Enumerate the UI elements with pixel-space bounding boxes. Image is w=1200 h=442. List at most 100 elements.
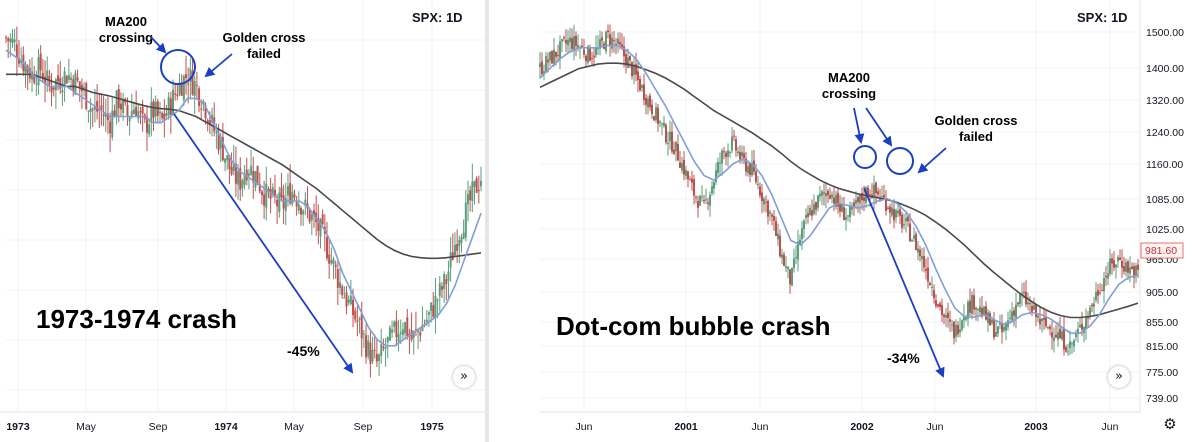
candle-body [839,204,841,212]
right-ma200-annotation-line1: MA200 [828,70,870,85]
right-golden-annotation-line1: Golden cross [934,113,1017,128]
candle-body [673,149,675,154]
candle-body [769,211,771,214]
candle-body [633,64,635,76]
y-tick-label: 739.00 [1146,393,1178,405]
candle-body [651,104,653,115]
left-golden-arrow [204,53,233,78]
candle-body [230,167,233,175]
candle-body [1091,304,1093,307]
x-tick-label: Jun [1102,421,1119,433]
candle-body [191,71,194,95]
candle-body [18,58,21,64]
candle-body [581,45,583,48]
candle-body [609,34,611,46]
candle-body [545,56,547,72]
candle-body [200,108,203,110]
candle-body [271,187,274,195]
candle-body [443,273,446,289]
candle-body [655,107,657,121]
candle-body [308,208,311,222]
candle-body [731,136,733,151]
candle-body [927,267,929,282]
candle-body [687,171,689,180]
right-symbol-label: SPX: 1D [1077,10,1128,25]
candle-body [867,187,869,196]
candle-body [1101,289,1103,291]
candle-body [657,107,659,124]
candle-body [1043,317,1045,320]
y-tick-label: 855.00 [1146,317,1178,329]
candle-body [135,106,138,117]
candle-body [991,320,993,324]
candle-body [541,61,543,75]
candle-body [759,186,761,196]
candle-body [414,329,417,331]
candle-body [677,143,679,161]
candle-body [565,40,567,44]
x-tick-label: 2003 [1024,421,1048,433]
candle-body [265,183,268,208]
candle-body [781,254,783,258]
candle-body [269,188,272,199]
y-tick-label: 905.00 [1146,287,1178,299]
candle-body [358,318,361,320]
candle-body [39,53,42,71]
candle-body [983,307,985,314]
candle-body [1039,318,1041,325]
candle-body [1027,302,1029,305]
candle-body [5,37,7,39]
candle-body [963,316,965,321]
candle-body [462,232,465,239]
candle-body [477,189,480,191]
candle-body [801,228,803,240]
candle-body [913,235,915,239]
candle-body [675,141,677,152]
candle-body [825,192,827,197]
candle-body [1111,258,1113,264]
y-tick-label: 1160.00 [1146,159,1183,171]
candle-body [649,95,651,108]
x-tick-label: Jun [752,421,769,433]
candle-body [434,296,437,317]
candle-body [221,137,224,161]
candle-body [613,39,615,42]
candle-body [593,55,595,58]
candle-body [475,178,478,193]
candle-body [575,35,577,46]
right-scroll-right-button[interactable]: » [1108,366,1130,388]
candle-body [743,153,745,159]
x-tick-label: 2001 [674,421,698,433]
candle-body [185,74,188,79]
candle-body [623,46,625,57]
candle-body [453,244,456,256]
candle-body [1057,332,1059,340]
candle-body [93,106,96,110]
candle-body [559,41,561,59]
left-drawdown-label: -45% [287,343,320,359]
candle-body [137,111,140,119]
candle-body [637,71,639,81]
right-ma200-annotation-line2: crossing [822,86,876,101]
x-tick-label: 1975 [420,421,444,433]
candle-body [779,235,781,257]
candle-body [547,59,549,63]
candle-body [819,193,821,197]
candle-body [805,215,807,218]
candle-body [693,179,695,196]
candle-body [619,41,621,45]
left-scroll-right-button[interactable]: » [453,366,475,388]
settings-gear-icon[interactable]: ⚙ [1163,415,1177,433]
left-drawdown-arrow [173,113,354,374]
candle-body [997,326,999,334]
candle-body [76,77,79,81]
candle-body [627,57,629,68]
candle-body [907,216,909,222]
candle-body [425,319,428,323]
candle-body [128,117,131,122]
right-drawdown-label: -34% [887,350,920,366]
candle-body [178,82,181,95]
candle-body [406,317,409,337]
candle-body [849,206,851,218]
candle-body [226,155,229,161]
